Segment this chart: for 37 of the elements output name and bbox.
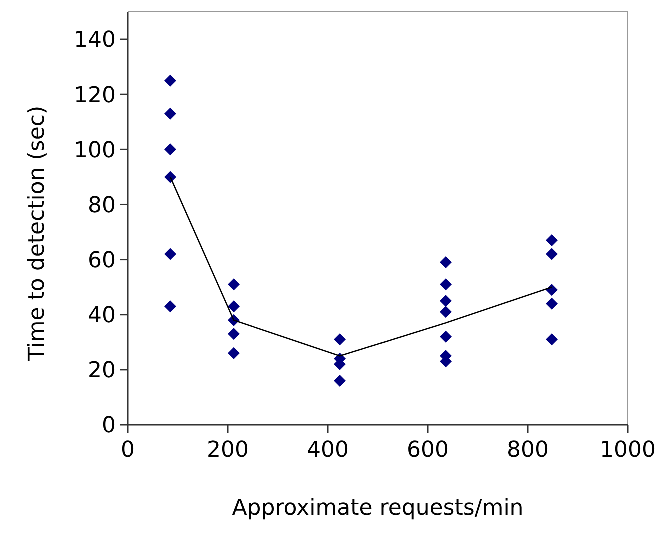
y-tick-label: 100	[74, 138, 116, 164]
y-tick-label: 40	[88, 304, 116, 329]
x-tick-label: 0	[121, 438, 135, 463]
x-tick-label: 600	[407, 438, 449, 463]
point	[228, 300, 240, 313]
point	[164, 74, 176, 87]
point	[334, 334, 346, 346]
point	[546, 234, 558, 247]
point	[334, 374, 346, 387]
point	[440, 295, 452, 308]
point	[228, 278, 240, 291]
point	[164, 300, 176, 313]
y-tick-label: 60	[88, 248, 116, 274]
y-tick-label: 20	[88, 358, 116, 384]
y-tick-label: 120	[74, 83, 116, 108]
y-tick-label: 80	[88, 193, 116, 218]
y-axis-title: Time to detection (sec)	[25, 106, 50, 362]
point	[440, 256, 452, 269]
point	[164, 171, 176, 184]
point	[164, 108, 176, 120]
y-tick-label: 140	[74, 28, 116, 54]
point	[164, 144, 176, 156]
point	[228, 347, 240, 360]
point	[546, 298, 558, 310]
x-tick-label: 800	[507, 438, 549, 463]
x-tick-label: 400	[307, 438, 349, 463]
point	[546, 248, 558, 260]
x-tick-label: 200	[207, 438, 249, 463]
point	[440, 278, 452, 291]
point	[440, 330, 452, 343]
point	[440, 306, 452, 318]
point	[228, 328, 240, 340]
x-axis-title: Approximate requests/min	[232, 496, 524, 521]
point	[546, 334, 558, 346]
point	[164, 248, 176, 260]
y-tick-label: 0	[102, 414, 116, 439]
x-tick-label: 1000	[600, 438, 656, 463]
